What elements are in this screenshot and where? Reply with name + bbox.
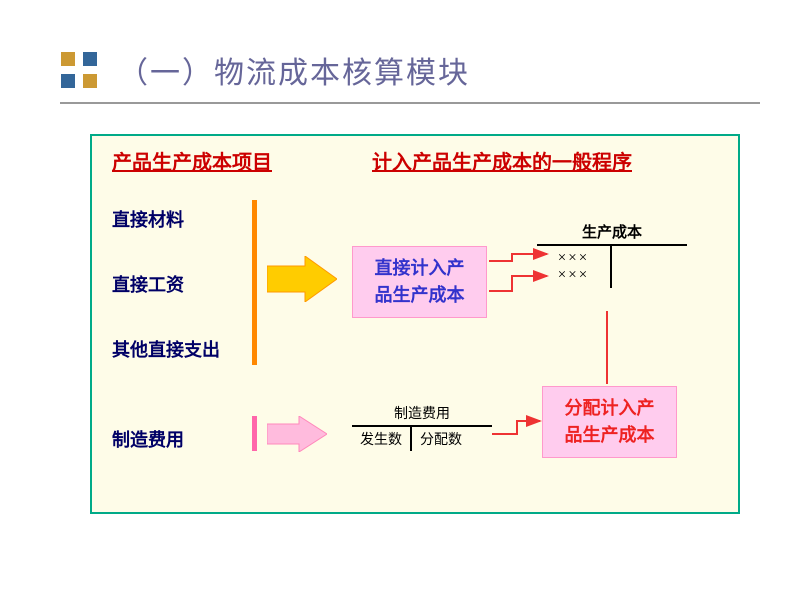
t-account-title: 生产成本 bbox=[537, 221, 687, 246]
direct-box-line1: 直接计入产 bbox=[363, 255, 476, 282]
detail-table-title: 制造费用 bbox=[352, 401, 492, 427]
cost-item-0: 直接材料 bbox=[112, 206, 184, 232]
t-account-production-cost: 生产成本 ××× ××× bbox=[537, 221, 687, 288]
header-bullet-icon bbox=[60, 51, 98, 89]
slide-header: （一）物流成本核算模块 bbox=[60, 0, 760, 104]
left-column-title: 产品生产成本项目 bbox=[112, 146, 272, 175]
vertical-bar-bottom bbox=[252, 416, 257, 451]
cost-item-2: 其他直接支出 bbox=[112, 336, 220, 362]
alloc-box-line1: 分配计入产 bbox=[553, 395, 666, 422]
arrow-yellow-icon bbox=[267, 256, 337, 302]
direct-box-line2: 品生产成本 bbox=[363, 282, 476, 309]
icon-square-tr bbox=[82, 51, 98, 67]
diagram-container: 产品生产成本项目 计入产品生产成本的一般程序 直接材料 直接工资 其他直接支出 … bbox=[90, 134, 740, 514]
icon-square-tl bbox=[60, 51, 76, 67]
cost-item-3: 制造费用 bbox=[112, 426, 184, 452]
alloc-box-line2: 品生产成本 bbox=[553, 422, 666, 449]
detail-table-mfg-cost: 制造费用 发生数 分配数 bbox=[352, 401, 492, 451]
icon-square-br bbox=[82, 73, 98, 89]
detail-table-left: 发生数 bbox=[352, 427, 412, 451]
alloc-entry-box: 分配计入产 品生产成本 bbox=[542, 386, 677, 458]
direct-entry-box: 直接计入产 品生产成本 bbox=[352, 246, 487, 318]
right-column-title: 计入产品生产成本的一般程序 bbox=[372, 146, 632, 175]
icon-square-bl bbox=[60, 73, 76, 89]
arrow-pink-icon bbox=[267, 416, 327, 452]
t-account-row-0: ××× bbox=[541, 250, 606, 267]
t-account-row-1: ××× bbox=[541, 267, 606, 284]
cost-item-1: 直接工资 bbox=[112, 271, 184, 297]
slide-title: （一）物流成本核算模块 bbox=[118, 48, 470, 92]
detail-table-right: 分配数 bbox=[412, 427, 470, 451]
vertical-bar-top bbox=[252, 200, 257, 365]
